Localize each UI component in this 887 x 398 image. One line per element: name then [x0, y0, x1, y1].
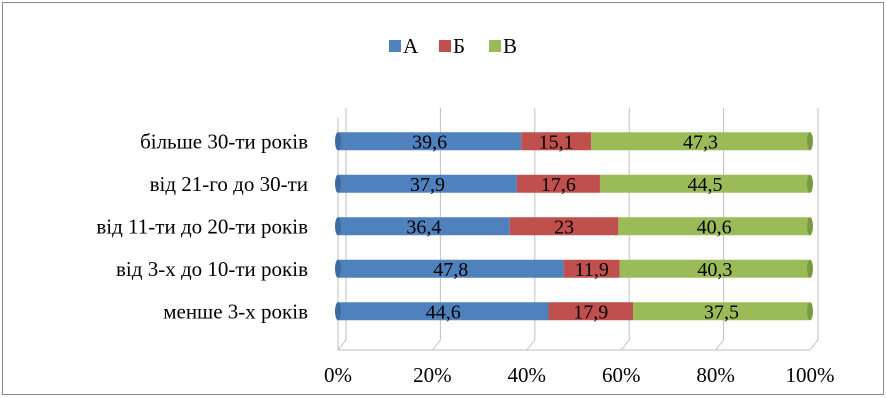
legend-swatch [489, 40, 501, 52]
category-label: від 3-х до 10-ти років [116, 257, 308, 281]
gridline-depth [337, 339, 347, 351]
legend-swatch [439, 40, 451, 52]
legend: А Б В [389, 34, 517, 58]
data-label: 47,3 [683, 131, 718, 153]
bar-б-4 [548, 302, 633, 321]
bar-б-1 [516, 174, 600, 193]
bar-в-0 [591, 132, 810, 151]
bar-б-0 [521, 132, 592, 151]
legend-swatch [389, 40, 401, 52]
data-label: 37,5 [704, 301, 739, 323]
bar-в-2 [618, 217, 810, 236]
bars [335, 132, 813, 321]
data-label: 47,8 [433, 259, 468, 281]
x-tick-label: 40% [508, 363, 547, 387]
data-label: 17,6 [541, 174, 576, 196]
legend-label: Б [453, 34, 465, 58]
x-tick-label: 80% [696, 363, 735, 387]
data-label: 36,4 [406, 216, 441, 238]
category-label: більше 30-ти років [140, 129, 308, 153]
data-label: 15,1 [539, 131, 574, 153]
bar-в-3 [619, 259, 810, 278]
bar-end-cap [807, 132, 813, 151]
x-tick-label: 20% [413, 363, 452, 387]
x-tick-label: 0% [324, 363, 352, 387]
gridline-depth [620, 339, 630, 351]
data-label: 40,3 [697, 259, 732, 281]
bar-start-cap [335, 132, 341, 151]
category-label: від 21-го до 30-ти [150, 172, 308, 196]
data-label: 39,6 [412, 131, 447, 153]
legend-label: В [503, 34, 517, 58]
gridline-depth [715, 339, 724, 351]
bar-start-cap [335, 259, 341, 278]
bar-start-cap [335, 174, 341, 193]
bar-б-3 [563, 259, 620, 278]
x-axis-ticks: 0% 20% 40% 60% 80% 100% [324, 363, 835, 387]
bar-а-2 [338, 217, 510, 236]
data-label: 11,9 [575, 259, 609, 281]
gridline-depth [809, 339, 819, 351]
bar-end-cap [807, 174, 813, 193]
category-labels: більше 30-ти років від 21-го до 30-ти від … [96, 129, 308, 323]
bar-а-0 [338, 132, 522, 151]
bar-в-4 [633, 302, 810, 321]
data-label: 23 [554, 216, 574, 238]
data-label: 37,9 [410, 174, 445, 196]
bar-end-cap [807, 217, 813, 236]
bar-а-3 [338, 259, 564, 278]
bar-end-cap [807, 302, 813, 321]
bar-start-cap [335, 302, 341, 321]
bar-start-cap [335, 217, 341, 236]
data-label: 40,6 [697, 216, 732, 238]
x-tick-label: 100% [786, 363, 835, 387]
category-label: менше 3-х років [163, 299, 308, 323]
bar-в-1 [599, 174, 810, 193]
gridline-depth [526, 339, 536, 351]
bar-end-cap [807, 259, 813, 278]
x-tick-label: 60% [602, 363, 641, 387]
bar-а-4 [338, 302, 549, 321]
data-label: 44,6 [426, 301, 461, 323]
data-labels: 39,6 15,1 47,3 37,9 17,6 44,5 36,4 23 40,6 47,8 11… [406, 131, 739, 323]
data-label: 17,9 [573, 301, 608, 323]
data-label: 44,5 [687, 174, 722, 196]
legend-label: А [403, 34, 419, 58]
bar-б-2 [509, 217, 619, 236]
category-label: від 11-ти до 20-ти років [96, 214, 308, 238]
bar-а-1 [338, 174, 517, 193]
gridline-depth [432, 339, 441, 351]
